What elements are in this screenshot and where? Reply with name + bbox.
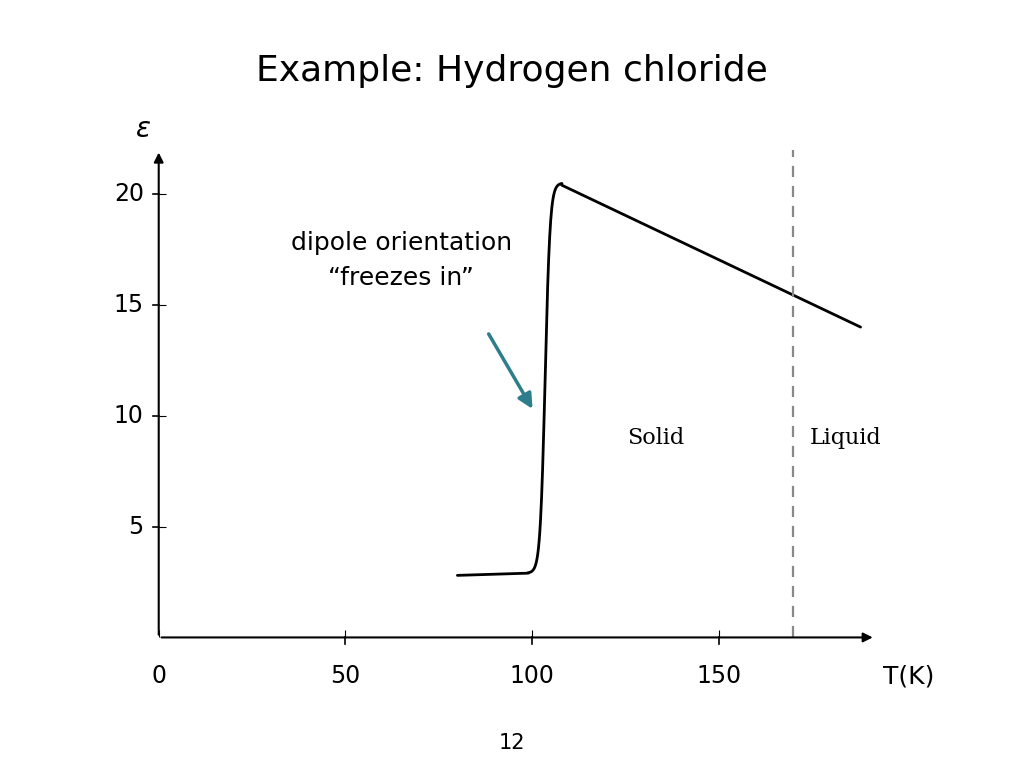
Text: 10: 10 xyxy=(114,404,143,428)
Text: T(K): T(K) xyxy=(883,664,934,688)
Text: 100: 100 xyxy=(510,664,554,688)
Text: Example: Hydrogen chloride: Example: Hydrogen chloride xyxy=(256,54,768,88)
Text: “freezes in”: “freezes in” xyxy=(329,266,474,290)
Text: Solid: Solid xyxy=(627,427,684,449)
Text: 20: 20 xyxy=(114,182,143,206)
Text: 0: 0 xyxy=(152,664,166,688)
Text: 50: 50 xyxy=(331,664,360,688)
Text: Liquid: Liquid xyxy=(810,427,882,449)
Text: 15: 15 xyxy=(114,293,143,317)
Text: dipole orientation: dipole orientation xyxy=(291,231,512,255)
Text: 150: 150 xyxy=(696,664,741,688)
Text: 12: 12 xyxy=(499,733,525,753)
Text: ε: ε xyxy=(136,115,152,143)
Text: 5: 5 xyxy=(129,515,143,538)
